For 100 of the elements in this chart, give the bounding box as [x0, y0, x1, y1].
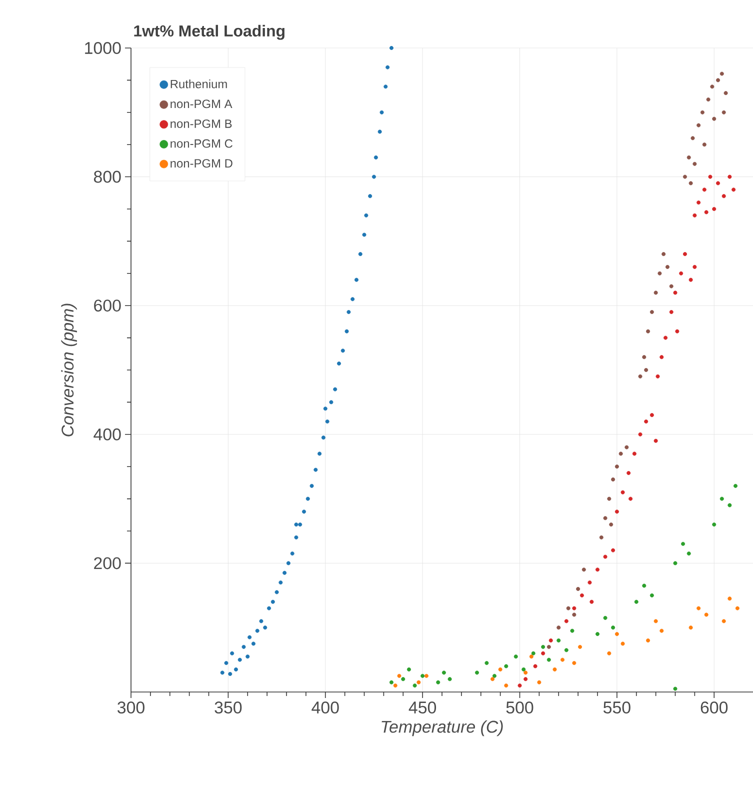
point [682, 174, 687, 179]
point [401, 677, 406, 682]
point [603, 554, 608, 559]
point [546, 644, 551, 649]
point [270, 600, 275, 604]
point [267, 606, 272, 610]
point [294, 535, 298, 540]
point [688, 278, 693, 282]
point [294, 522, 298, 527]
point [704, 210, 708, 214]
point [556, 626, 561, 630]
point [724, 91, 728, 96]
chart-title: 1wt% Metal Loading [134, 24, 284, 40]
point [692, 162, 697, 166]
point [688, 626, 693, 630]
point [374, 155, 378, 160]
point [368, 194, 372, 198]
point [564, 648, 568, 652]
point [642, 584, 646, 588]
point [603, 616, 608, 620]
point [541, 644, 546, 649]
point [416, 680, 421, 684]
point [541, 651, 546, 656]
point [362, 232, 366, 237]
legend-label: non-PGM D [170, 159, 232, 168]
point [735, 606, 740, 610]
point [646, 329, 650, 334]
point [611, 626, 616, 630]
point [696, 200, 701, 205]
point [716, 181, 720, 186]
point [590, 600, 594, 604]
point [607, 496, 612, 501]
point [329, 400, 334, 404]
legend-label: non-PGM C [170, 139, 232, 148]
point [662, 252, 666, 256]
point [679, 271, 684, 276]
point [358, 252, 362, 256]
point [710, 84, 714, 89]
point [424, 674, 428, 678]
point [323, 406, 328, 411]
point [688, 181, 693, 186]
point [712, 522, 716, 527]
point [248, 635, 252, 640]
point [660, 628, 664, 633]
point [599, 535, 604, 540]
point [644, 368, 648, 372]
y-tick-label: 800 [94, 170, 121, 183]
point [384, 84, 388, 89]
point [570, 628, 574, 633]
point [336, 362, 341, 366]
x-tick-label: 300 [118, 702, 144, 714]
point [722, 110, 726, 114]
point [582, 568, 586, 572]
point [259, 619, 264, 624]
point [638, 374, 642, 378]
point [669, 310, 674, 314]
point [282, 570, 287, 575]
point [504, 684, 508, 688]
x-tick-label: 400 [312, 702, 339, 714]
point [263, 626, 268, 630]
point [702, 188, 706, 192]
point [529, 654, 534, 659]
point [393, 684, 398, 688]
point [632, 452, 636, 456]
point [669, 284, 674, 288]
point [690, 136, 695, 140]
point [720, 72, 724, 76]
point [618, 452, 623, 456]
point [580, 593, 584, 598]
point [614, 510, 619, 514]
point [681, 542, 686, 546]
point [278, 580, 283, 585]
point [708, 174, 712, 179]
point [728, 174, 732, 179]
point [286, 561, 290, 566]
point [344, 329, 349, 334]
point [614, 632, 619, 636]
point [650, 593, 654, 598]
point [380, 110, 384, 114]
y-tick-label: 600 [94, 300, 121, 312]
point [448, 677, 452, 682]
point [318, 452, 322, 456]
point [728, 503, 732, 508]
x-tick-label: 500 [506, 702, 534, 714]
point [442, 670, 446, 675]
point [251, 642, 256, 646]
point [638, 432, 642, 436]
point [642, 355, 646, 360]
point [346, 310, 351, 314]
point [397, 674, 402, 678]
point [673, 561, 678, 566]
x-tick-label: 350 [214, 702, 242, 714]
point [533, 664, 538, 668]
point [722, 194, 726, 198]
point [531, 651, 536, 656]
point [700, 110, 704, 114]
legend-label: Ruthenium [170, 80, 227, 88]
point [372, 174, 376, 179]
point [522, 667, 526, 672]
point [611, 477, 616, 482]
